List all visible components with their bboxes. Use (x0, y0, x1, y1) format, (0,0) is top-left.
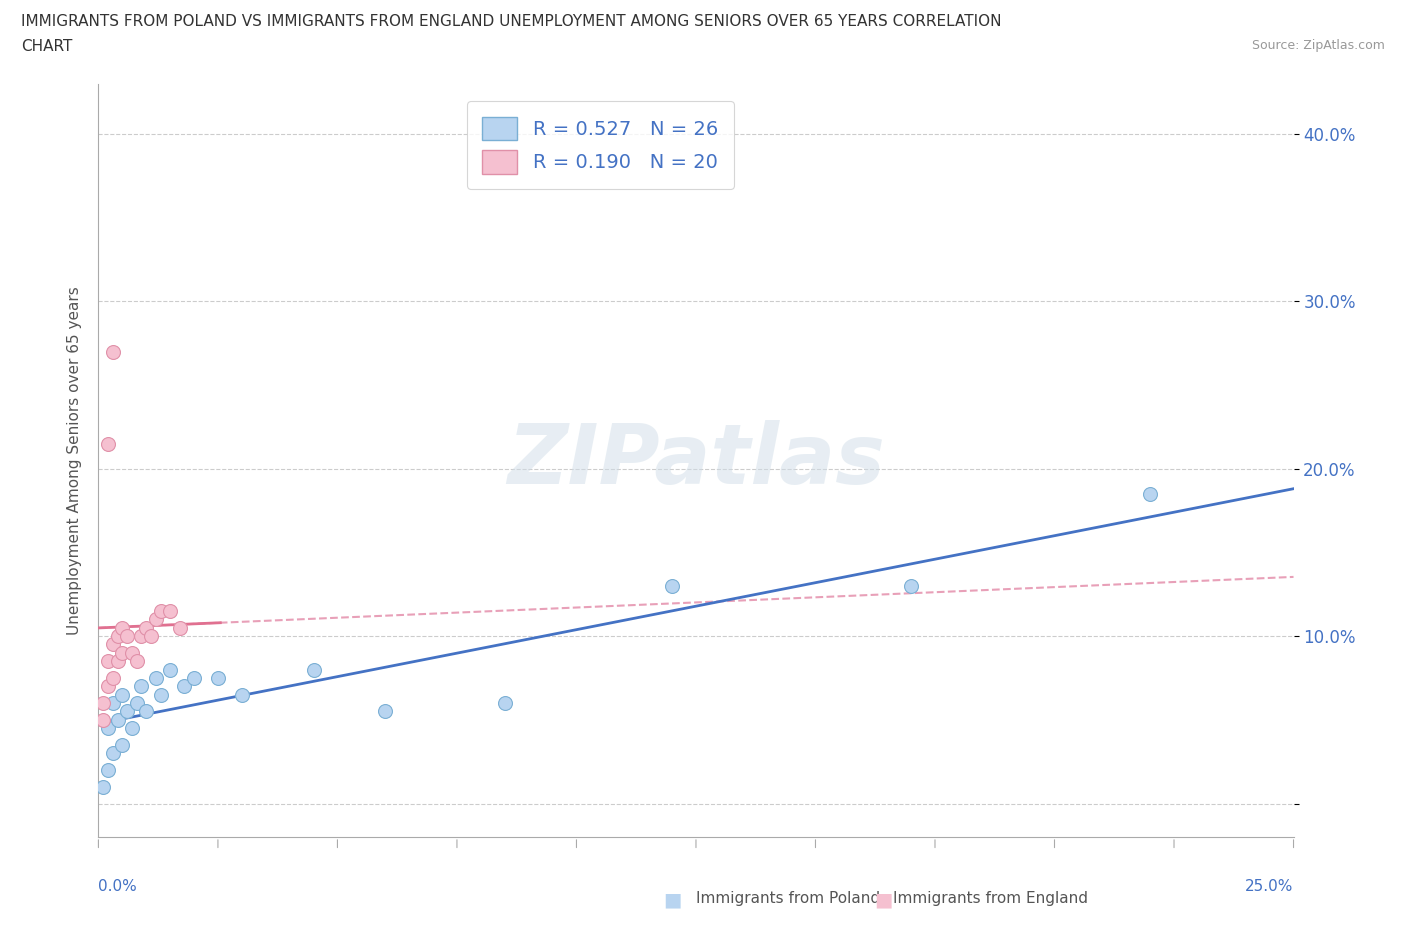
Text: Immigrants from Poland: Immigrants from Poland (696, 891, 880, 906)
Point (135, 704, 157, 719)
Point (111, 737, 134, 752)
Point (97, 679, 120, 694)
Point (97, 436, 120, 451)
Point (125, 696, 148, 711)
Text: ■: ■ (875, 891, 893, 910)
Point (661, 578, 683, 593)
Point (101, 344, 124, 359)
Point (159, 604, 181, 618)
Point (374, 704, 396, 719)
Point (121, 645, 143, 660)
Point (111, 620, 134, 635)
Text: 25.0%: 25.0% (1246, 879, 1294, 894)
Point (231, 687, 253, 702)
Point (107, 629, 129, 644)
Point (131, 679, 153, 694)
Text: ZIPatlas: ZIPatlas (508, 419, 884, 501)
Point (149, 604, 172, 618)
Point (139, 629, 162, 644)
Point (101, 696, 124, 711)
Point (494, 696, 516, 711)
Point (107, 712, 129, 727)
Point (145, 612, 167, 627)
Point (101, 671, 124, 685)
Point (125, 654, 148, 669)
Point (101, 637, 124, 652)
Text: IMMIGRANTS FROM POLAND VS IMMIGRANTS FROM ENGLAND UNEMPLOYMENT AMONG SENIORS OVE: IMMIGRANTS FROM POLAND VS IMMIGRANTS FRO… (21, 14, 1001, 29)
Point (173, 679, 195, 694)
Point (207, 671, 229, 685)
Point (97, 654, 120, 669)
Point (91, 779, 114, 794)
Point (97, 763, 120, 777)
Point (91, 696, 114, 711)
Text: 0.0%: 0.0% (98, 879, 138, 894)
Point (115, 629, 138, 644)
Text: ■: ■ (664, 891, 682, 910)
Y-axis label: Unemployment Among Seniors over 65 years: Unemployment Among Seniors over 65 years (66, 286, 82, 634)
Legend: R = 0.527   N = 26, R = 0.190   N = 20: R = 0.527 N = 26, R = 0.190 N = 20 (467, 101, 734, 189)
Point (107, 654, 129, 669)
Point (111, 645, 134, 660)
Point (121, 721, 143, 736)
Point (183, 671, 205, 685)
Point (97, 721, 120, 736)
Point (159, 662, 181, 677)
Point (1139, 486, 1161, 501)
Text: Source: ZipAtlas.com: Source: ZipAtlas.com (1251, 39, 1385, 52)
Text: CHART: CHART (21, 39, 73, 54)
Point (900, 578, 922, 593)
Point (111, 687, 134, 702)
Point (91, 712, 114, 727)
Point (101, 746, 124, 761)
Text: Immigrants from England: Immigrants from England (893, 891, 1088, 906)
Point (115, 704, 138, 719)
Point (302, 662, 325, 677)
Point (169, 620, 191, 635)
Point (131, 629, 153, 644)
Point (135, 620, 157, 635)
Point (145, 671, 167, 685)
Point (149, 687, 172, 702)
